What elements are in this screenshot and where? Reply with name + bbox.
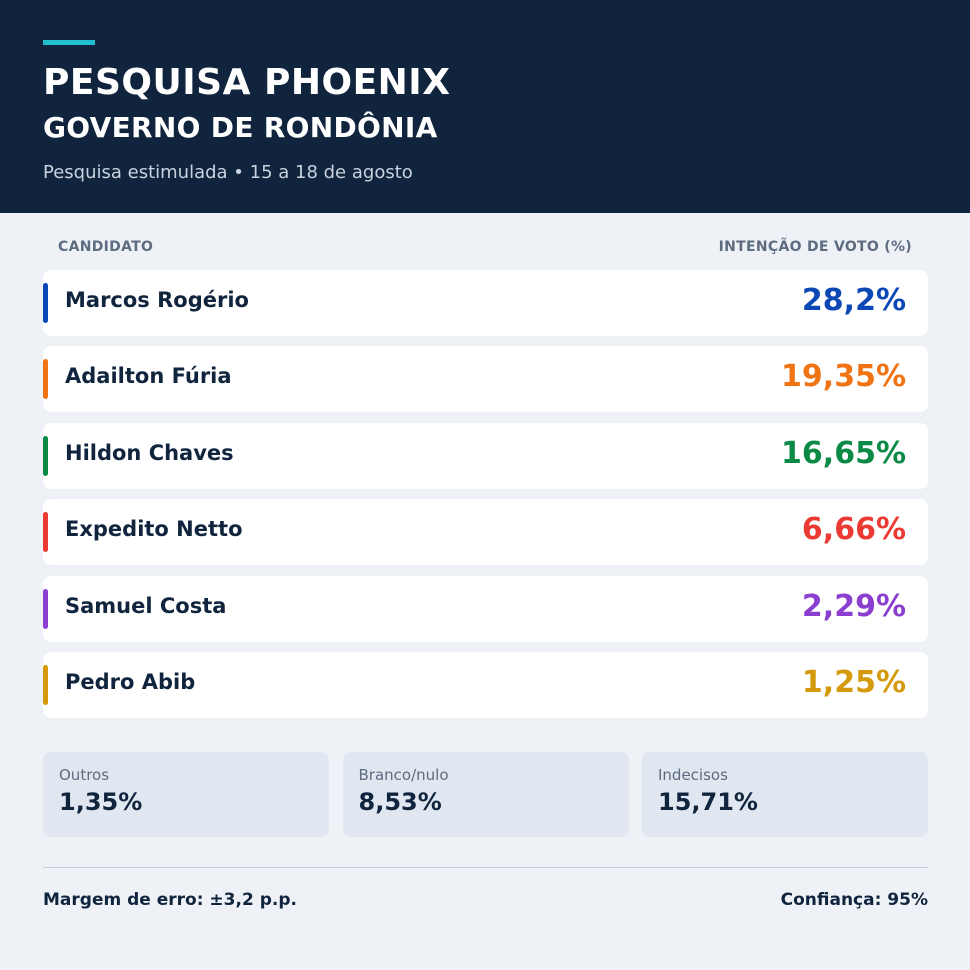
candidate-name: Adailton Fúria (65, 364, 232, 389)
stat-label: Outros (59, 766, 110, 784)
candidate-color-marker (43, 359, 48, 400)
candidate-color-marker (43, 283, 48, 323)
candidate-name: Pedro Abib (65, 669, 196, 694)
candidate-percentage: 2,29% (801, 588, 906, 624)
page-subtitle: GOVERNO DE RONDÔNIA (43, 111, 438, 144)
accent-bar (43, 40, 95, 45)
candidate-row: Adailton Fúria 19,35% (43, 346, 928, 413)
candidate-percentage: 6,66% (801, 512, 906, 548)
stat-value: 8,53% (358, 788, 442, 816)
confidence-level: Confiança: 95% (780, 890, 928, 910)
stat-value: 1,35% (59, 788, 143, 816)
divider (43, 867, 928, 868)
candidate-color-marker (43, 588, 48, 629)
stat-card: Indecisos 15,71% (642, 752, 928, 837)
margin-of-error: Margem de erro: ±3,2 p.p. (43, 890, 297, 910)
column-header-vote-intention: INTENÇÃO DE VOTO (%) (718, 239, 912, 255)
candidate-list: Marcos Rogério 28,2% Adailton Fúria 19,35% H… (43, 270, 928, 728)
candidate-percentage: 19,35% (781, 359, 906, 395)
header: PESQUISA PHOENIX GOVERNO DE RONDÔNIA Pes… (0, 0, 970, 213)
candidate-color-marker (43, 664, 48, 705)
stat-card: Outros 1,35% (43, 752, 329, 837)
candidate-row: Hildon Chaves 16,65% (43, 422, 928, 489)
candidate-row: Pedro Abib 1,25% (43, 651, 928, 718)
candidate-color-marker (43, 435, 48, 476)
candidate-color-marker (43, 512, 48, 553)
candidate-percentage: 28,2% (801, 283, 906, 318)
candidate-row: Marcos Rogério 28,2% (43, 270, 928, 336)
candidate-percentage: 16,65% (781, 435, 906, 471)
survey-meta: Pesquisa estimulada • 15 a 18 de agosto (43, 162, 413, 183)
candidate-name: Hildon Chaves (65, 440, 234, 465)
page-title: PESQUISA PHOENIX (43, 62, 451, 103)
candidate-name: Expedito Netto (65, 517, 243, 542)
candidate-row: Samuel Costa 2,29% (43, 575, 928, 642)
candidate-name: Samuel Costa (65, 593, 227, 618)
candidate-percentage: 1,25% (801, 664, 906, 700)
candidate-row: Expedito Netto 6,66% (43, 499, 928, 566)
stat-label: Branco/nulo (358, 766, 449, 784)
other-stats: Outros 1,35% Branco/nulo 8,53% Indecisos 15,7… (43, 752, 928, 837)
stat-value: 15,71% (658, 788, 758, 816)
candidate-name: Marcos Rogério (65, 288, 249, 312)
column-header-candidate: CANDIDATO (58, 239, 154, 255)
stat-card: Branco/nulo 8,53% (342, 752, 629, 837)
stat-label: Indecisos (658, 766, 728, 784)
